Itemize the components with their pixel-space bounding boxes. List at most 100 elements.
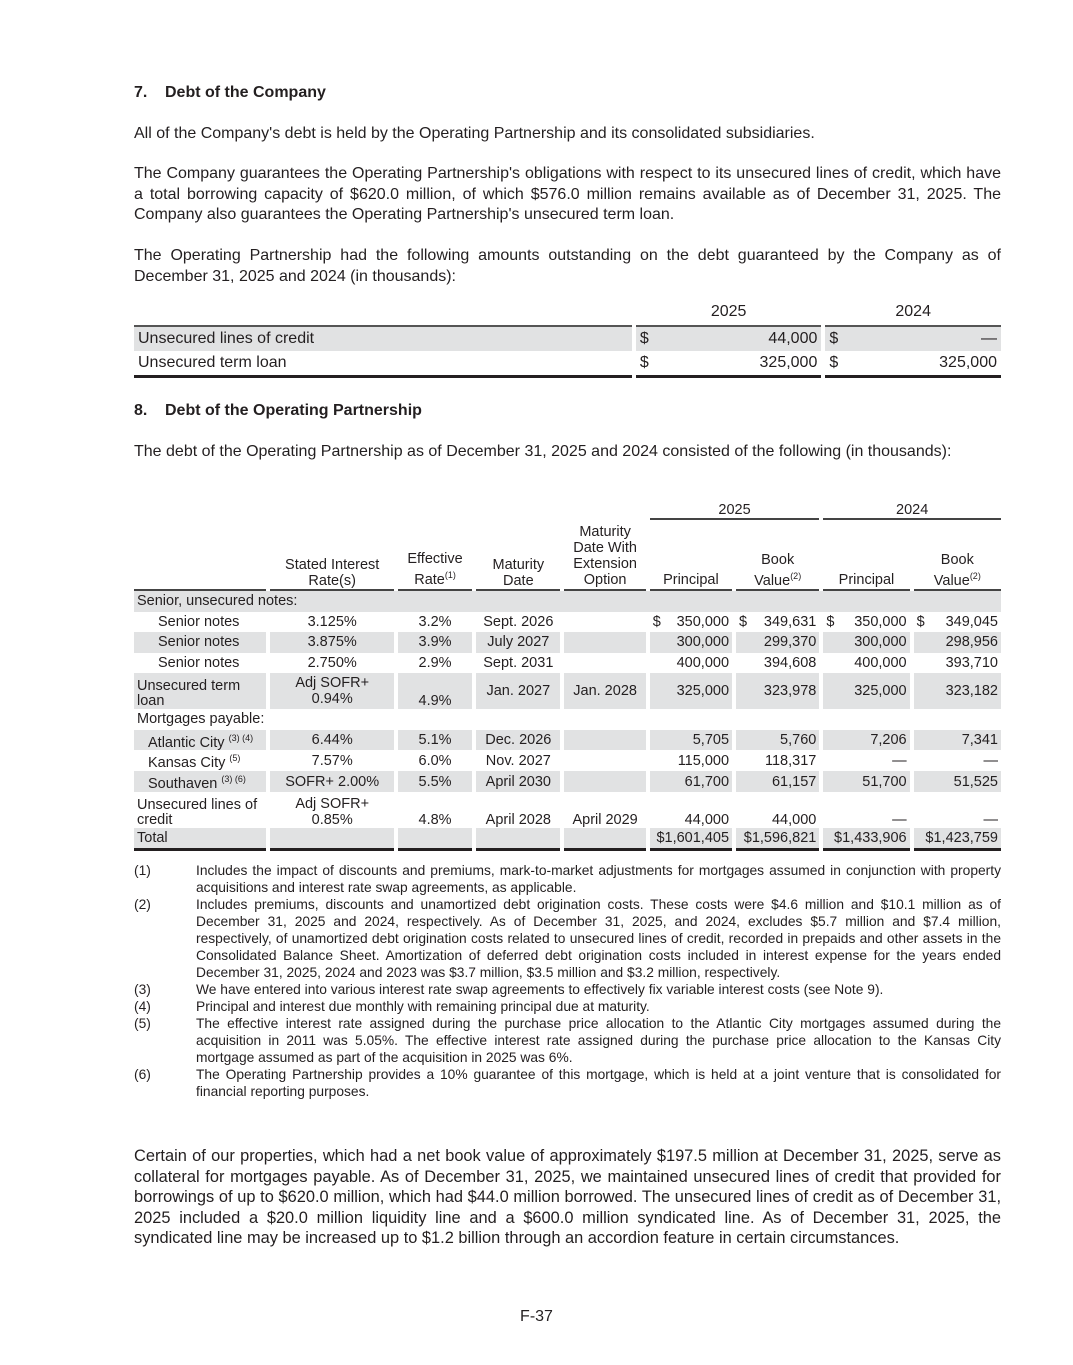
amount-b2024: $1,423,759 (913, 827, 1001, 852)
amount-value: — (983, 752, 999, 769)
amount-b2024: — (914, 792, 1001, 828)
amount-value: 5,760 (780, 731, 817, 748)
operating-partnership-debt-table: 2025 2024 Stated Interest Rate(s) Effect… (134, 500, 1001, 852)
effective-rate: 5.1% (397, 729, 473, 751)
amount-p2024: $1,433,906 (823, 827, 910, 852)
amount-value: 7,341 (961, 731, 998, 748)
row-label-text: Senior notes (158, 654, 240, 671)
row-label: Senior notes (134, 653, 266, 674)
amount-b2024: 7,341 (913, 729, 1001, 751)
footnote-text: We have entered into various interest ra… (196, 982, 884, 997)
table-row: Southaven (3) (6) SOFR+ 2.00% 5.5% April 20… (134, 771, 1001, 792)
amount-b2024: 298,956 (913, 632, 1001, 653)
group-header-row: Senior, unsecured notes: (134, 591, 1001, 612)
currency-symbol: $ (916, 613, 925, 630)
row-label: Kansas City (5) (134, 750, 266, 771)
group-label: Mortgages payable: (137, 711, 265, 728)
amount-p2024: 325,000 (823, 673, 910, 709)
footnote-text: Includes the impact of discounts and pre… (196, 863, 1001, 895)
footnote-text: Principal and interest due monthly with … (196, 999, 650, 1014)
amount-value: — (981, 330, 997, 347)
table-row: Kansas City (5) 7.57% 6.0% Nov. 2027 115,000… (134, 750, 1001, 771)
header-principal-2024: Principal (823, 520, 910, 591)
extension-date (564, 729, 646, 751)
amount-b2025: 5,760 (736, 729, 820, 751)
effective-rate (397, 827, 473, 852)
amount-b2025: 394,608 (736, 653, 819, 674)
amount-value: $1,601,405 (656, 830, 730, 847)
amount-b2025: 299,370 (736, 632, 820, 653)
amount-value: 393,710 (945, 654, 998, 671)
stated-rate: 2.750% (307, 654, 357, 671)
footnote: (3) We have entered into various interest… (134, 981, 1001, 998)
maturity-date: April 2030 (476, 771, 561, 792)
stated-rate (270, 827, 394, 852)
row-label-text: Senior notes (158, 613, 240, 630)
extension-date (564, 612, 645, 633)
amount-value: — (892, 752, 907, 769)
amount-p2024: 300,000 (823, 632, 910, 653)
table-row: Senior notes 3.125% 3.2% Sept. 2026 $350,000… (134, 612, 1001, 633)
section-7-paragraph-1: All of the Company's debt is held by the… (134, 125, 815, 142)
maturity-date: Sept. 2031 (483, 654, 554, 671)
amount-b2024: 51,525 (913, 771, 1001, 792)
section-8-heading: 8. Debt of the Operating Partnership (134, 402, 422, 419)
footnote-number: (2) (134, 897, 151, 912)
amount-p2025: 61,700 (649, 771, 733, 792)
effective-rate: 4.8% (418, 811, 452, 828)
amount-value: 400,000 (676, 654, 730, 671)
amount-b2025: $349,631 (736, 612, 819, 633)
table-row: Unsecured lines of credit $44,000 $ — (134, 327, 1001, 351)
amount-value: 300,000 (676, 634, 730, 651)
extension-date (564, 771, 646, 792)
guaranteed-debt-table: 2025 2024 Unsecured lines of credit $44,0… (134, 300, 1001, 378)
amount-p2025: 5,705 (649, 729, 733, 751)
amount-value: 44,000 (771, 811, 817, 828)
footnote-ref: (3) (4) (228, 732, 254, 743)
header-principal-2025: Principal (649, 520, 733, 591)
amount-value: 118,317 (764, 752, 817, 769)
year-header-2025: 2025 (635, 300, 822, 327)
row-label: Unsecured term loan (134, 351, 632, 378)
amount-value: 350,000 (854, 613, 907, 630)
maturity-date: Sept. 2026 (483, 613, 554, 630)
amount-value: $1,596,821 (743, 830, 817, 847)
page-number: F-37 (520, 1308, 553, 1325)
amount-value: 5,705 (692, 731, 730, 748)
row-label: Southaven (3) (6) (134, 771, 267, 792)
footnotes: (1) Includes the impact of discounts and … (134, 862, 1001, 1100)
row-label-text: Senior notes (158, 634, 240, 651)
header-stated-rate: Stated Interest Rate(s) (270, 520, 394, 591)
amount-v2024: $ — (825, 327, 1001, 351)
extension-date (564, 750, 645, 771)
total-row: Total $1,601,405 $1,596,821 $1,433,906 $1,42… (134, 827, 1001, 852)
stated-rate: Adj SOFR+ 0.94% (270, 673, 394, 709)
amount-value: 325,000 (854, 683, 907, 699)
amount-value: 349,045 (945, 613, 998, 630)
amount-value: 394,608 (763, 654, 817, 671)
header-book-value-2025: Book Value(2) (736, 520, 820, 591)
amount-value: 325,000 (939, 354, 997, 371)
footnote-text: The effective interest rate assigned dur… (196, 1016, 1001, 1065)
footnote-number: (3) (134, 982, 151, 997)
amount-value: 7,206 (870, 731, 907, 748)
amount-value: 51,700 (862, 773, 907, 790)
amount-value: 44,000 (684, 811, 730, 828)
header-book-value-2024: Book Value(2) (913, 520, 1001, 591)
footnote-text: Includes premiums, discounts and unamort… (196, 897, 1001, 980)
amount-value: 299,370 (763, 634, 817, 651)
amount-value: $1,433,906 (834, 830, 907, 847)
amount-p2025: $1,601,405 (649, 827, 733, 852)
stated-rate: 7.57% (311, 752, 353, 769)
footnote-ref: (3) (6) (221, 774, 246, 785)
amount-p2024: 51,700 (823, 771, 910, 792)
amount-p2024: $350,000 (823, 612, 909, 633)
amount-v2024: $325,000 (825, 351, 1001, 378)
maturity-date (476, 827, 561, 852)
row-label-text: Kansas City (148, 755, 226, 772)
amount-b2025: 44,000 (736, 792, 819, 828)
extension-date (564, 632, 646, 653)
group-label: Senior, unsecured notes: (134, 591, 1001, 612)
table-row: Senior notes 3.875% 3.9% July 2027 300,000 29… (134, 632, 1001, 653)
